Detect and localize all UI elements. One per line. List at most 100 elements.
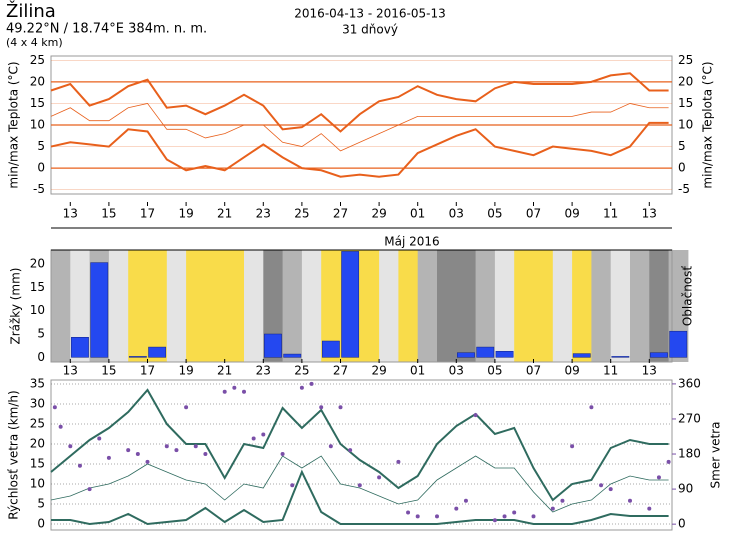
- y2-tick-label: 270: [678, 411, 701, 425]
- y-tick-label: 25: [30, 53, 45, 67]
- cloud-stripe: [166, 250, 187, 362]
- y-tick-label: -5: [678, 182, 690, 196]
- direction-point: [87, 487, 92, 492]
- cloud-stripe: [649, 250, 670, 362]
- x-tick-label: 27: [333, 207, 348, 221]
- x-tick-label: 05: [487, 364, 502, 378]
- cloud-stripe: [437, 250, 457, 362]
- x-tick-label: 15: [101, 207, 116, 221]
- y2-tick-label: 0: [678, 517, 686, 531]
- direction-point: [193, 444, 198, 449]
- cloud-stripe: [51, 250, 71, 362]
- direction-point: [58, 424, 63, 429]
- direction-point: [608, 487, 613, 492]
- cloud-stripe: [398, 250, 419, 362]
- x-tick-label: 09: [564, 207, 579, 221]
- y-tick-label: 30: [30, 397, 45, 411]
- bar: [669, 330, 688, 358]
- x-tick-label: 29: [371, 207, 386, 221]
- y-tick-label: 25: [30, 417, 45, 431]
- month-label: Máj 2016: [384, 235, 439, 249]
- cloud-stripe: [301, 250, 322, 362]
- cloud-stripe: [108, 250, 129, 362]
- x-tick-label: 07: [526, 364, 541, 378]
- direction-point: [126, 448, 131, 453]
- x-tick-label: 13: [642, 364, 657, 378]
- x-tick-label: 17: [140, 364, 155, 378]
- y-tick-label: 25: [678, 53, 693, 67]
- direction-point: [184, 405, 189, 410]
- direction-point: [77, 463, 82, 468]
- cloud-stripe: [70, 250, 91, 362]
- direction-point: [463, 498, 468, 503]
- cloud-stripe: [475, 250, 496, 362]
- x-tick-label: 27: [333, 364, 348, 378]
- direction-point: [570, 444, 575, 449]
- bar: [476, 346, 495, 358]
- x-tick-label: 29: [371, 364, 386, 378]
- length: 31 dňový: [342, 23, 398, 37]
- x-tick-label: 19: [178, 364, 193, 378]
- direction-point: [415, 514, 420, 519]
- direction-point: [628, 498, 632, 503]
- bar: [128, 356, 147, 358]
- direction-point: [656, 475, 661, 480]
- direction-point: [647, 506, 652, 511]
- x-tick-label: 19: [178, 207, 193, 221]
- direction-point: [357, 483, 362, 488]
- bar: [457, 352, 475, 358]
- cloud-stripe: [282, 250, 303, 362]
- y2-tick-label: 90: [678, 482, 693, 496]
- x-tick-label: 07: [526, 207, 541, 221]
- direction-point: [454, 506, 459, 511]
- direction-point: [68, 444, 73, 449]
- x-tick-label: 01: [410, 207, 425, 221]
- x-tick-label: 25: [294, 364, 309, 378]
- cloud-stripe: [244, 250, 264, 362]
- x-tick-label: 21: [217, 364, 232, 378]
- direction-point: [299, 385, 304, 390]
- x-tick-label: 13: [63, 207, 78, 221]
- y-tick-label: 20: [30, 437, 45, 451]
- y-tick-label: 15: [30, 457, 45, 471]
- direction-point: [174, 448, 179, 453]
- direction-point: [512, 510, 517, 515]
- direction-point: [492, 518, 497, 523]
- plot-frame: [50, 379, 673, 531]
- direction-point: [396, 459, 401, 464]
- y-tick-label: 10: [678, 118, 693, 132]
- y-tick-label: 10: [30, 477, 45, 491]
- direction-point: [589, 405, 594, 410]
- direction-point: [377, 475, 382, 480]
- y-tick-label: 15: [30, 280, 45, 294]
- line: [50, 121, 669, 178]
- y2-tick-label: 360: [678, 376, 701, 390]
- y-tick-label: 20: [30, 74, 45, 88]
- x-tick-label: 11: [603, 207, 618, 221]
- x-tick-label: 01: [410, 364, 425, 378]
- bar: [90, 262, 109, 358]
- x-tick-label: 23: [256, 364, 271, 378]
- cloud-stripe: [128, 250, 148, 362]
- bar: [495, 351, 514, 358]
- direction-point: [280, 452, 285, 457]
- direction-point: [435, 514, 439, 519]
- direction-point: [328, 444, 333, 449]
- direction-point: [290, 483, 295, 488]
- direction-point: [251, 436, 256, 441]
- y-tick-label: 10: [30, 118, 45, 132]
- y-tick-label: 0: [37, 350, 45, 364]
- y-tick-label: 5: [678, 139, 686, 153]
- y-tick-label: -5: [33, 182, 45, 196]
- direction-point: [666, 459, 671, 464]
- x-tick-label: 13: [63, 364, 78, 378]
- period: 2016-04-13 - 2016-05-13: [294, 7, 445, 21]
- direction-point: [599, 483, 604, 488]
- cloud-stripe: [630, 250, 650, 362]
- direction-point: [309, 381, 314, 386]
- cloud-stripe: [147, 250, 168, 362]
- bar: [611, 356, 630, 358]
- line: [50, 72, 669, 133]
- x-tick-label: 03: [449, 207, 464, 221]
